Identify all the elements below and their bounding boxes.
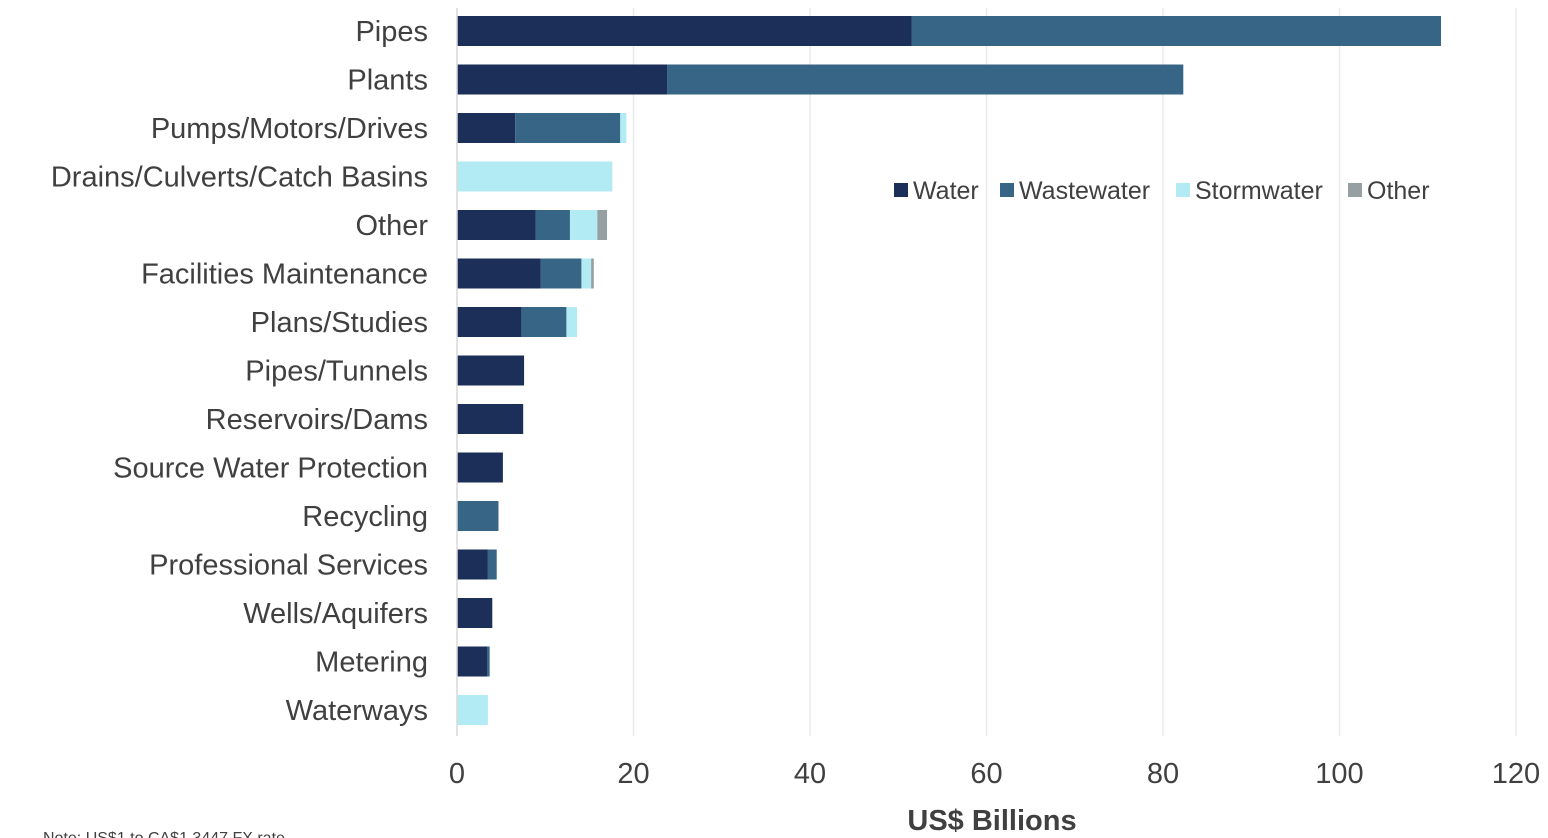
bar-stormwater-5 — [581, 258, 592, 289]
category-label: Facilities Maintenance — [141, 259, 428, 291]
legend-label-other: Other — [1367, 177, 1430, 205]
category-label: Drains/Culverts/Catch Basins — [51, 162, 428, 194]
x-axis-title: US$ Billions — [907, 805, 1076, 837]
bar-wastewater-6 — [521, 307, 567, 337]
bar-stormwater-4 — [569, 210, 598, 240]
x-tick-label: 0 — [449, 758, 465, 790]
x-tick-label: 100 — [1315, 758, 1363, 790]
category-labels: Pipes Plants Pumps/Motors/Drives Drains/Cul… — [51, 16, 428, 727]
bar-wastewater-2 — [515, 113, 621, 143]
x-tick-label: 40 — [794, 758, 826, 790]
bar-water-4 — [457, 210, 536, 240]
category-label: Plans/Studies — [251, 307, 428, 339]
gridlines — [632, 8, 1517, 736]
bar-water-0 — [457, 16, 912, 46]
bar-other-4 — [597, 210, 608, 240]
category-label: Professional Services — [149, 550, 428, 582]
bar-water-11 — [457, 549, 488, 580]
category-label: Pipes/Tunnels — [245, 356, 428, 388]
bar-water-8 — [457, 404, 524, 434]
bar-water-9 — [457, 452, 503, 483]
bar-other-5 — [591, 258, 594, 289]
category-label: Recycling — [302, 501, 428, 533]
legend: Water Wastewater Stormwater Other — [894, 177, 1430, 205]
x-tick-label: 20 — [617, 758, 649, 790]
bar-wastewater-4 — [535, 210, 570, 240]
bar-water-2 — [457, 113, 516, 143]
category-label: Pumps/Motors/Drives — [151, 113, 428, 145]
bar-water-13 — [457, 646, 488, 677]
legend-swatch-water — [894, 183, 908, 197]
legend-label-stormwater: Stormwater — [1195, 177, 1323, 205]
bar-water-7 — [457, 355, 525, 386]
bar-wastewater-11 — [487, 549, 497, 580]
bar-stormwater-14 — [457, 695, 488, 725]
bar-wastewater-10 — [457, 501, 499, 531]
bar-wastewater-13 — [487, 646, 490, 677]
category-label: Reservoirs/Dams — [206, 404, 428, 436]
bar-wastewater-0 — [911, 16, 1441, 46]
x-tick-label: 60 — [970, 758, 1002, 790]
legend-label-wastewater: Wastewater — [1019, 177, 1150, 205]
category-label: Waterways — [286, 695, 428, 727]
bar-water-1 — [457, 64, 668, 95]
x-tick-label: 80 — [1147, 758, 1179, 790]
bar-wastewater-5 — [540, 258, 582, 289]
legend-swatch-wastewater — [1000, 183, 1014, 197]
bar-wastewater-1 — [667, 64, 1184, 95]
category-label: Other — [355, 210, 428, 242]
bar-stormwater-3 — [457, 161, 613, 192]
bar-water-5 — [457, 258, 541, 289]
bars — [457, 16, 1441, 725]
footnote: Note: US$1 to CA$1.3447 FX rate — [43, 830, 285, 838]
category-label: Metering — [315, 647, 428, 679]
category-label: Source Water Protection — [113, 453, 428, 485]
bar-water-6 — [457, 307, 522, 337]
legend-swatch-other — [1348, 183, 1362, 197]
legend-swatch-stormwater — [1176, 183, 1190, 197]
x-tick-labels: 0 20 40 60 80 100 120 — [449, 758, 1540, 790]
bar-stormwater-6 — [566, 307, 578, 337]
category-label: Pipes — [355, 16, 428, 48]
bar-stormwater-2 — [620, 113, 627, 143]
legend-label-water: Water — [913, 177, 979, 205]
category-label: Plants — [347, 65, 428, 97]
category-label: Wells/Aquifers — [243, 598, 428, 630]
x-tick-label: 120 — [1492, 758, 1540, 790]
bar-water-12 — [457, 598, 493, 628]
